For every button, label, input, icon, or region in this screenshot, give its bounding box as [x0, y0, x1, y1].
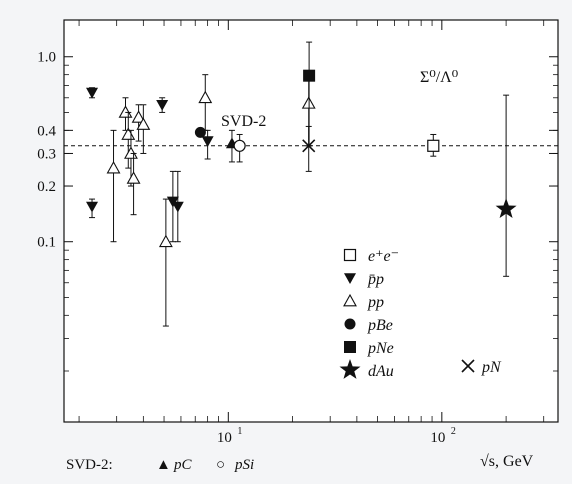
plot-background: [63, 19, 559, 423]
x-tick-exponent: 2: [451, 426, 456, 437]
y-tick-label: 1.0: [37, 50, 56, 66]
data-point: [106, 160, 121, 174]
data-point: [303, 69, 316, 82]
chart-title: Σ⁰/Λ⁰: [420, 69, 458, 86]
data-point: [194, 126, 206, 138]
data-point: [495, 198, 517, 218]
footnote-pc-symbol: ▲: [156, 457, 171, 473]
axis-layer: 1.0 0.4 0.3 0.2 0.1 10 1 10 2: [37, 20, 558, 446]
series-pn: [302, 125, 316, 172]
data-point: [198, 90, 213, 104]
data-point: [427, 139, 440, 152]
data-point: [126, 171, 141, 184]
series-psi: [233, 133, 246, 163]
legend-label-pne: pNe: [367, 340, 394, 357]
data-point: [171, 201, 184, 213]
footnote-pc-label: pC: [173, 457, 193, 473]
series-e-e: [427, 133, 440, 157]
data-point: [302, 139, 316, 153]
data-point: [156, 99, 169, 111]
series-pbe: [194, 126, 206, 138]
y-tick-label: 0.4: [37, 123, 56, 139]
data-point: [136, 117, 151, 130]
legend-marker-e-e: [343, 248, 357, 262]
footnote-psi-label: pSi: [234, 457, 254, 473]
data-point: [131, 110, 146, 123]
data-point: [233, 139, 246, 152]
legend-marker-pp: [343, 293, 357, 307]
marks-layer: [86, 41, 517, 327]
y-tick-label: 0.2: [37, 179, 56, 195]
x-axis-label: √s, GeV: [480, 453, 534, 470]
legend-label-pn: pN: [481, 359, 502, 376]
data-point-stroke: [302, 139, 316, 153]
data-point: [201, 136, 214, 148]
legend-marker-pbe: [344, 318, 356, 330]
legend-marker-pn-stroke: [461, 359, 475, 373]
series-p-p: [86, 87, 214, 243]
legend: e⁺e⁻ p̄p pp pBe pNe dAu pN: [339, 248, 502, 380]
legend-marker-dau: [339, 359, 361, 379]
footnote-psi-symbol: ○: [216, 457, 225, 473]
series-pp: [106, 74, 316, 327]
legend-marker-p-p: [344, 273, 356, 284]
legend-label-p-p: p̄p: [367, 271, 384, 288]
legend-label-dau: dAu: [368, 363, 394, 380]
legend-label-pbe: pBe: [367, 317, 393, 334]
legend-marker-pn: [461, 359, 475, 373]
legend-label-pp: pp: [367, 294, 384, 311]
series-dau: [495, 94, 517, 277]
legend-marker-pne: [344, 341, 356, 353]
y-tick-label: 0.3: [37, 146, 56, 162]
x-tick-label: 10: [217, 430, 232, 446]
y-tick-label: 0.1: [37, 235, 56, 251]
data-point: [86, 87, 99, 99]
data-point: [158, 234, 173, 248]
data-point: [86, 201, 99, 213]
x-tick-label: 10: [430, 430, 445, 446]
footnote-prefix: SVD-2:: [66, 457, 113, 473]
legend-label-e-e: e⁺e⁻: [368, 248, 399, 265]
x-tick-exponent: 1: [237, 426, 242, 437]
svd2-annotation: SVD-2: [221, 113, 266, 130]
